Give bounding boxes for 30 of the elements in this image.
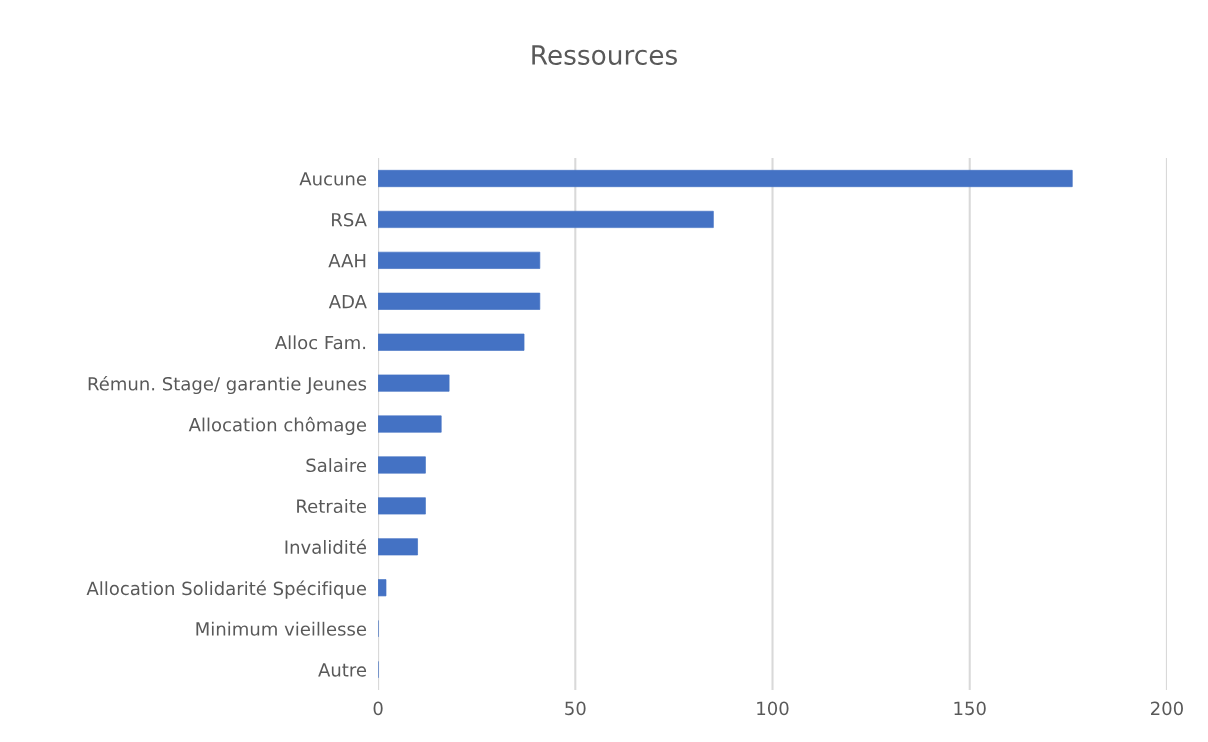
y-tick-label: Aucune [299, 172, 367, 186]
bar [378, 210, 714, 228]
x-tick-label: 100 [757, 701, 789, 716]
bar [378, 456, 426, 474]
y-tick-label: Alloc Fam. [274, 335, 366, 350]
y-tick-label: Autre [318, 663, 367, 677]
bar [378, 251, 541, 269]
bar [378, 169, 1073, 188]
x-tick-label: 150 [954, 701, 986, 716]
y-tick-label: Salaire [306, 458, 367, 473]
bar [378, 579, 387, 597]
bar [378, 333, 525, 351]
y-tick-label: Allocation chômage [188, 416, 367, 436]
y-tick-label: Minimum vieillesse [196, 621, 367, 636]
y-tick-label: Retraite [297, 499, 367, 514]
y-tick-label: AAH [328, 254, 366, 268]
x-tick-label: 0 [373, 701, 383, 716]
x-tick-label: 50 [565, 701, 586, 716]
y-tick-label: Invalidité [285, 539, 367, 554]
bar [378, 292, 541, 310]
x-tick-label: 200 [1151, 701, 1183, 716]
y-tick-label: RSA [332, 212, 367, 227]
bar [378, 374, 450, 392]
bar [378, 538, 418, 556]
bar [378, 497, 426, 515]
bar [378, 415, 442, 433]
chart-title: Ressources [532, 45, 677, 65]
y-tick-label: Rémun. Stage/ garantie Jeunes [88, 375, 367, 395]
y-tick-label: ADA [328, 294, 367, 309]
y-tick-label: Allocation Solidarité Spécifique [86, 580, 367, 599]
